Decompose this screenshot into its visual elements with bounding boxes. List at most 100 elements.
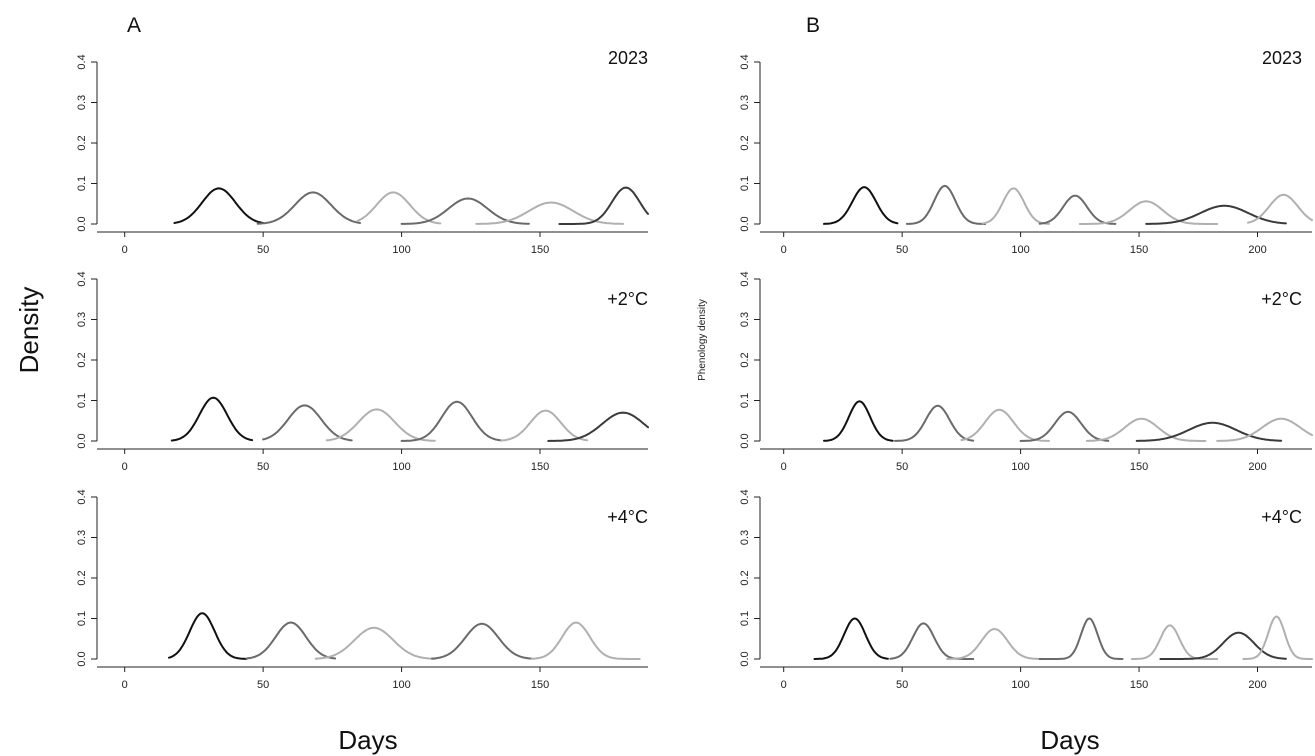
density-curve-5 xyxy=(1132,625,1217,659)
x-tick-label: 0 xyxy=(122,461,128,473)
y-tick-label: 0.0 xyxy=(739,216,751,231)
x-tick-label: 100 xyxy=(392,244,410,256)
density-curve-2 xyxy=(907,186,985,224)
subplots-group: 0.0 0.1 0.2 0.3 0.4 0 50 100 150 2023 0.0 0.1 0.2 0.3… xyxy=(76,48,1312,691)
y-tick-label: 0.3 xyxy=(739,95,751,110)
x-tick-label: 50 xyxy=(257,461,269,473)
density-curve-3 xyxy=(316,628,435,659)
x-tick-label: 0 xyxy=(781,679,787,691)
density-curve-4 xyxy=(1040,619,1123,660)
y-tick-label: 0.2 xyxy=(76,135,88,150)
density-curve-1 xyxy=(815,619,888,660)
x-tick-label: 150 xyxy=(531,244,549,256)
subplot-title: 2023 xyxy=(608,48,648,68)
density-curve-1 xyxy=(169,613,247,659)
density-curve-7 xyxy=(1248,195,1312,223)
x-tick-label: 50 xyxy=(896,461,908,473)
x-tick-label: 50 xyxy=(257,679,269,691)
x-tick-label: 100 xyxy=(1011,244,1029,256)
x-tick-label: 100 xyxy=(392,679,410,691)
density-curve-1 xyxy=(824,187,897,224)
x-tick-label: 0 xyxy=(122,679,128,691)
y-tick-label: 0.1 xyxy=(739,611,751,626)
subplot-title: 2023 xyxy=(1262,48,1302,68)
panel-a-2023-subplot: 0.0 0.1 0.2 0.3 0.4 0 50 100 150 2023 xyxy=(76,48,648,256)
panel-a-y-axis-label: Density xyxy=(14,287,44,374)
density-curve-3 xyxy=(947,629,1051,659)
x-tick-label: 150 xyxy=(531,679,549,691)
density-curve-1 xyxy=(172,398,252,441)
y-tick-label: 0.0 xyxy=(76,651,88,666)
panel-b-letter: B xyxy=(806,14,820,37)
density-curve-6 xyxy=(559,188,648,224)
y-tick-label: 0.3 xyxy=(739,312,751,327)
y-tick-label: 0.0 xyxy=(76,433,88,448)
panel-b-plus2-subplot: 0.0 0.1 0.2 0.3 0.4 0 50 100 150 200 +2°C xyxy=(739,271,1312,473)
density-curve-2 xyxy=(263,405,352,440)
density-curve-2 xyxy=(247,623,336,659)
density-curve-4 xyxy=(402,402,502,441)
density-curve-3 xyxy=(983,188,1049,224)
x-tick-label: 0 xyxy=(781,244,787,256)
x-tick-label: 0 xyxy=(122,244,128,256)
density-curve-3 xyxy=(961,410,1049,441)
panel-b-y-axis-label: Phenology density xyxy=(697,299,708,381)
x-tick-label: 50 xyxy=(896,679,908,691)
panel-b-x-axis-label: Days xyxy=(1040,725,1099,755)
x-tick-label: 150 xyxy=(1130,244,1148,256)
panel-a-plus4-subplot: 0.0 0.1 0.2 0.3 0.4 0 50 100 150 +4°C xyxy=(76,489,648,691)
x-tick-label: 100 xyxy=(1011,679,1029,691)
y-tick-label: 0.1 xyxy=(76,611,88,626)
y-tick-label: 0.2 xyxy=(739,570,751,585)
x-tick-label: 150 xyxy=(531,461,549,473)
density-curve-2 xyxy=(895,406,973,441)
x-tick-label: 200 xyxy=(1248,679,1266,691)
x-tick-label: 50 xyxy=(257,244,269,256)
y-tick-label: 0.0 xyxy=(739,651,751,666)
y-tick-label: 0.3 xyxy=(739,530,751,545)
x-tick-label: 150 xyxy=(1130,679,1148,691)
panel-a-letter: A xyxy=(127,14,141,37)
y-tick-label: 0.0 xyxy=(76,216,88,231)
density-curve-4 xyxy=(432,624,532,659)
density-curve-1 xyxy=(175,188,264,223)
y-tick-label: 0.0 xyxy=(739,433,751,448)
panel-a-plus2-subplot: 0.0 0.1 0.2 0.3 0.4 0 50 100 150 +2°C xyxy=(76,271,648,473)
x-tick-label: 0 xyxy=(781,461,787,473)
y-tick-label: 0.2 xyxy=(76,352,88,367)
panel-b-2023-subplot: 0.0 0.1 0.2 0.3 0.4 0 50 100 150 200 2023 xyxy=(739,48,1312,256)
panel-b-plus4-subplot: 0.0 0.1 0.2 0.3 0.4 0 50 100 150 200 +4°C xyxy=(739,489,1312,691)
density-curve-6 xyxy=(1137,423,1282,441)
y-tick-label: 0.4 xyxy=(76,271,88,286)
x-tick-label: 50 xyxy=(896,244,908,256)
density-curve-4 xyxy=(1040,196,1116,224)
y-tick-label: 0.3 xyxy=(76,312,88,327)
y-tick-label: 0.4 xyxy=(739,489,751,504)
y-tick-label: 0.1 xyxy=(739,176,751,191)
x-tick-label: 200 xyxy=(1248,461,1266,473)
x-tick-label: 100 xyxy=(1011,461,1029,473)
density-curve-7 xyxy=(1217,419,1312,441)
y-tick-label: 0.1 xyxy=(76,393,88,408)
density-curve-5 xyxy=(532,623,640,660)
density-curve-5 xyxy=(476,203,623,224)
density-curve-4 xyxy=(1021,412,1109,441)
x-tick-label: 200 xyxy=(1248,244,1266,256)
y-tick-label: 0.2 xyxy=(739,352,751,367)
density-curve-2 xyxy=(258,192,360,223)
subplot-title: +2°C xyxy=(607,289,648,309)
subplot-title: +2°C xyxy=(1261,289,1302,309)
x-tick-label: 150 xyxy=(1130,461,1148,473)
y-tick-label: 0.4 xyxy=(76,489,88,504)
x-tick-label: 100 xyxy=(392,461,410,473)
y-tick-label: 0.3 xyxy=(76,530,88,545)
y-tick-label: 0.1 xyxy=(739,393,751,408)
y-tick-label: 0.4 xyxy=(76,54,88,69)
y-tick-label: 0.1 xyxy=(76,176,88,191)
density-curve-1 xyxy=(824,401,893,441)
y-tick-label: 0.2 xyxy=(739,135,751,150)
density-curve-3 xyxy=(357,192,440,223)
density-curve-7 xyxy=(1243,617,1312,660)
subplot-title: +4°C xyxy=(607,507,648,527)
y-tick-label: 0.2 xyxy=(76,570,88,585)
